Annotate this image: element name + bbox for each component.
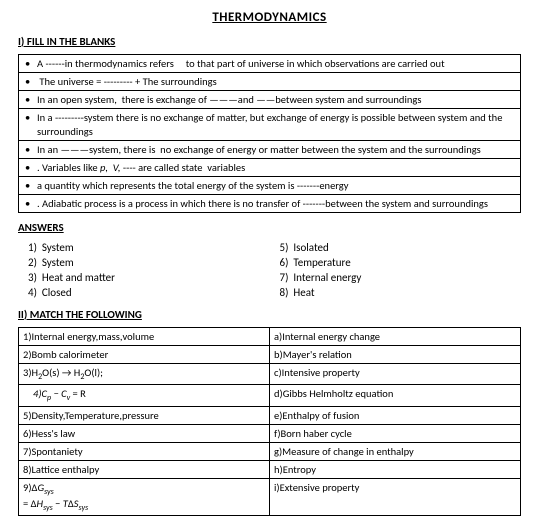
blank-row: In a ---------system there is no exchang… [19, 109, 521, 140]
match-left-cell: 6)Hess's law [19, 424, 270, 442]
answer-item: 6) Temperature [270, 255, 522, 270]
match-right-cell: d)Gibbs Helmholtz equation [270, 385, 521, 406]
answer-item: 4) Closed [18, 285, 270, 300]
blank-row: In an open system, there is exchange of … [19, 91, 521, 109]
fill-blanks-table: A ------in thermodynamics refers to that… [18, 54, 521, 213]
answer-item: 8) Heat [270, 285, 522, 300]
answer-item: 5) Isolated [270, 240, 522, 255]
match-left-cell: 2)Bomb calorimeter [19, 346, 270, 364]
blank-row: . Variables like p, V, ---- are called s… [19, 158, 521, 176]
blank-row: In an ———system, there is no exchange of… [19, 140, 521, 158]
answers-heading: ANSWERS [18, 221, 521, 234]
match-right-cell: a)Internal energy change [270, 328, 521, 346]
section1-heading: I) FILL IN THE BLANKS [18, 35, 521, 48]
match-left-cell: 5)Density,Temperature,pressure [19, 406, 270, 424]
answer-item: 3) Heat and matter [18, 270, 270, 285]
match-right-cell: h)Entropy [270, 460, 521, 478]
match-right-cell: b)Mayer's relation [270, 346, 521, 364]
answer-item: 1) System [18, 240, 270, 255]
blank-row: . Adiabatic process is a process in whic… [19, 195, 521, 213]
match-right-cell: f)Born haber cycle [270, 424, 521, 442]
section2-heading: II) MATCH THE FOLLOWING [18, 308, 521, 321]
match-left-cell: 9)ΔGsys= ΔHsys − TΔSsys [19, 479, 270, 516]
answers-columns: 1) System2) System3) Heat and matter4) C… [18, 240, 521, 300]
match-left-cell: 3)H2O(s) → H2O(l); [19, 364, 270, 385]
blank-row: a quantity which represents the total en… [19, 176, 521, 194]
blank-row: The universe = --------- + The surroundi… [19, 73, 521, 91]
match-left-cell: 4)Cp − Cv = R [19, 385, 270, 406]
answer-item: 2) System [18, 255, 270, 270]
match-right-cell: c)Intensive property [270, 364, 521, 385]
match-right-cell: g)Measure of change in enthalpy [270, 442, 521, 460]
blank-row: A ------in thermodynamics refers to that… [19, 55, 521, 73]
answer-item: 7) Internal energy [270, 270, 522, 285]
match-right-cell: e)Enthalpy of fusion [270, 406, 521, 424]
match-left-cell: 8)Lattice enthalpy [19, 460, 270, 478]
match-left-cell: 7)Spontaniety [19, 442, 270, 460]
page-title: THERMODYNAMICS [18, 10, 521, 25]
match-right-cell: i)Extensive property [270, 479, 521, 516]
match-table: 1)Internal energy,mass,volumea)Internal … [18, 327, 521, 516]
match-left-cell: 1)Internal energy,mass,volume [19, 328, 270, 346]
